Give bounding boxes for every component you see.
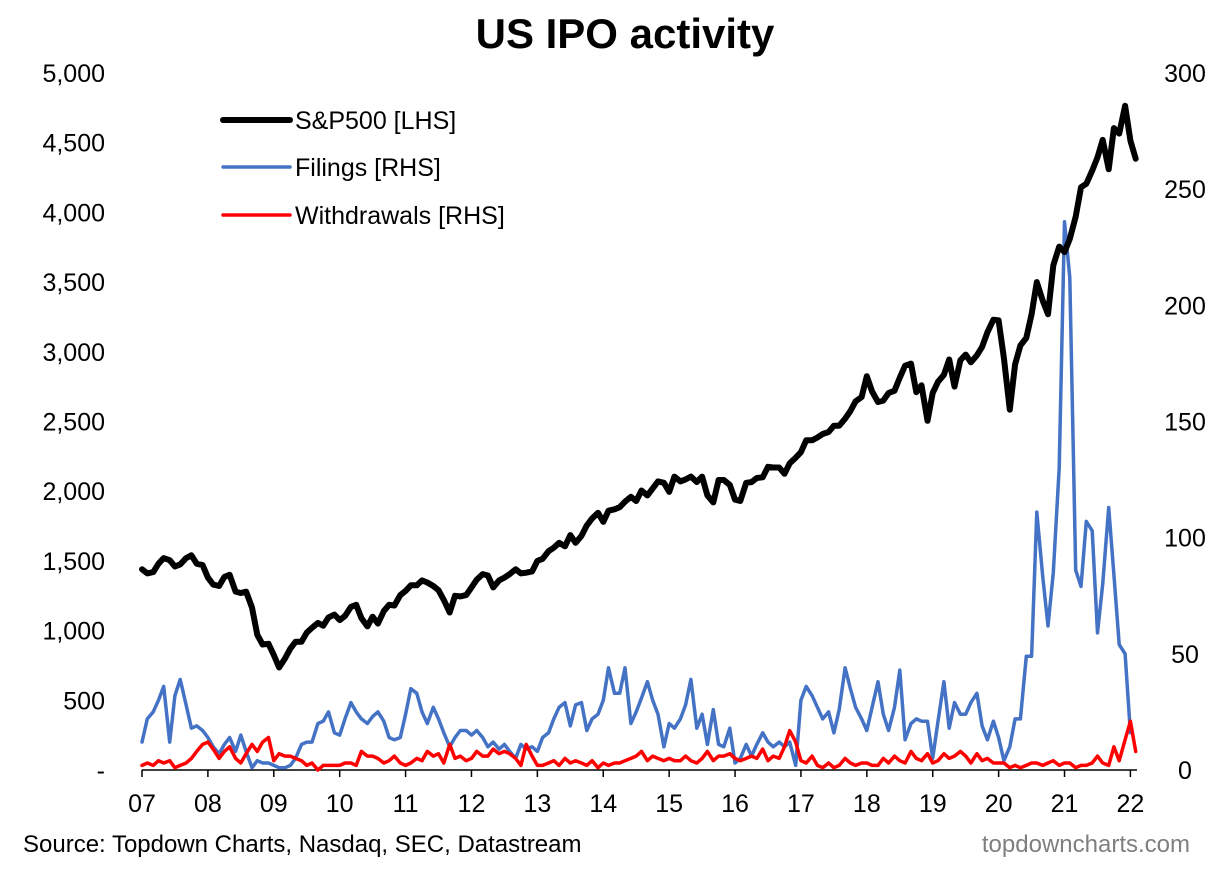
y-left-tick-label: 2,500: [42, 409, 105, 437]
sp500-line: [139, 102, 1139, 671]
y-left-tick-label: 4,500: [42, 130, 105, 158]
y-right-tick-label: 100: [1164, 525, 1206, 553]
x-tick-label: 10: [326, 790, 354, 818]
x-tick-label: 11: [393, 790, 419, 818]
y-right-tick-label: 150: [1164, 409, 1206, 437]
x-tick-label: 12: [458, 790, 486, 818]
y-right-tick-label: 300: [1164, 60, 1206, 88]
y-left-tick-label: 3,000: [42, 339, 105, 367]
y-axis-left: - 500 1,000 1,500 2,000 2,500 3,000 3,500 4,000 4…: [42, 60, 105, 785]
x-axis: 07 08 09 10 11 12 13 14 15 16 17 18 19 20 21 22: [128, 769, 1145, 818]
chart-title: US IPO activity: [476, 10, 775, 57]
legend: S&P500 [LHS] Filings [RHS] Withdrawals [RH…: [220, 107, 505, 230]
y-left-tick-label: 3,500: [42, 269, 105, 297]
x-tick-label: 22: [1117, 790, 1145, 818]
y-left-tick-label: -: [97, 757, 105, 785]
x-tick-label: 16: [721, 790, 749, 818]
source-note: Source: Topdown Charts, Nasdaq, SEC, Dat…: [23, 831, 582, 858]
filings-line: [140, 219, 1133, 770]
y-left-tick-label: 5,000: [42, 60, 105, 88]
legend-label: S&P500 [LHS]: [295, 107, 456, 135]
y-right-tick-label: 250: [1164, 176, 1206, 204]
legend-item-withdrawals: Withdrawals [RHS]: [221, 202, 505, 230]
x-tick-label: 19: [919, 790, 947, 818]
y-right-tick-label: 0: [1178, 757, 1192, 785]
legend-label: Filings [RHS]: [295, 154, 441, 182]
x-tick-label: 15: [655, 790, 683, 818]
x-tick-label: 17: [787, 790, 815, 818]
y-left-tick-label: 1,000: [42, 618, 105, 646]
y-right-tick-label: 50: [1171, 641, 1199, 669]
withdrawals-line: [140, 719, 1138, 772]
x-tick-label: 18: [853, 790, 881, 818]
legend-label: Withdrawals [RHS]: [295, 202, 505, 230]
x-tick-label: 08: [194, 790, 222, 818]
y-left-tick-label: 4,000: [42, 199, 105, 227]
y-left-tick-label: 500: [63, 687, 105, 715]
y-left-tick-label: 1,500: [42, 548, 105, 576]
x-tick-label: 09: [260, 790, 288, 818]
x-tick-label: 13: [523, 790, 551, 818]
legend-item-sp500: S&P500 [LHS]: [220, 107, 456, 135]
y-axis-right: 0 50 100 150 200 250 300: [1164, 60, 1206, 785]
brand-watermark: topdowncharts.com: [982, 831, 1190, 858]
x-tick-label: 07: [128, 790, 156, 818]
legend-item-filings: Filings [RHS]: [221, 154, 441, 182]
x-tick-label: 14: [589, 790, 617, 818]
y-left-tick-label: 2,000: [42, 478, 105, 506]
x-tick-label: 21: [1051, 790, 1079, 818]
y-right-tick-label: 200: [1164, 292, 1206, 320]
series-layer: [139, 102, 1139, 772]
x-tick-label: 20: [985, 790, 1013, 818]
